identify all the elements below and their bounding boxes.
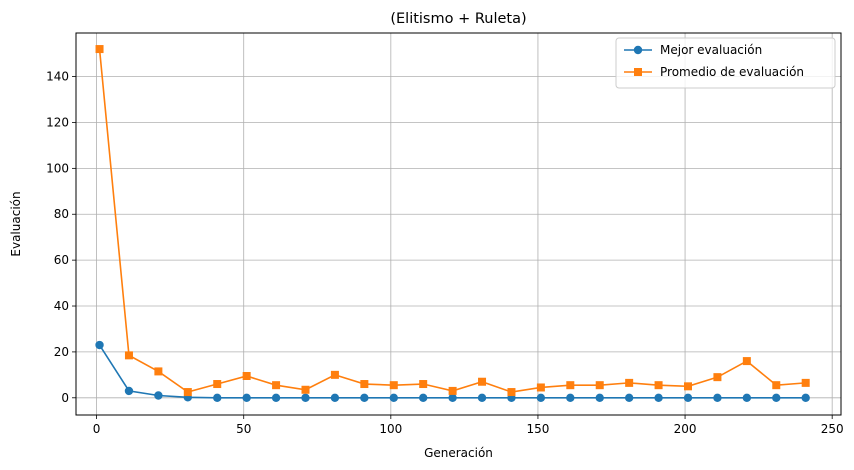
data-point [713,393,722,402]
legend-swatch-marker [633,45,643,55]
data-point [418,393,428,402]
data-point [683,393,693,402]
x-tick-label: 150 [526,422,549,436]
series-layer [95,45,810,402]
y-tick-label: 60 [54,253,69,267]
x-tick-label: 50 [236,422,251,436]
data-point [360,393,369,402]
y-tick-label: 100 [46,161,69,175]
data-point [507,388,516,397]
data-point [448,393,457,402]
data-point [801,378,810,387]
chart-title: (Elitismo + Ruleta) [390,11,526,27]
data-point [595,393,604,402]
data-point [242,371,251,380]
data-point [124,386,134,396]
data-point [772,393,781,402]
data-point [625,378,634,387]
legend-item: Promedio de evaluación [624,65,804,79]
y-tick-label: 80 [54,207,69,221]
data-point [742,357,751,366]
data-point [478,377,487,386]
plot-frame [75,32,842,416]
data-point [95,45,104,54]
data-point [124,351,133,360]
data-point [566,381,575,390]
y-axis-label: Evaluación [9,191,23,256]
legend-item: Mejor evaluación [624,43,762,57]
data-point [654,393,663,402]
data-point [213,393,222,402]
data-point [330,393,340,402]
data-point [389,393,398,402]
data-point [301,393,310,402]
y-tick-label: 0 [61,391,69,405]
y-tick-label: 140 [46,70,69,84]
data-point [684,382,692,391]
y-tick-label: 20 [54,345,69,359]
data-point [536,393,546,402]
data-point [448,386,457,395]
data-point [742,393,752,402]
data-point [713,373,722,382]
x-tick-label: 100 [379,422,402,436]
data-point [801,393,810,402]
data-point [477,393,487,402]
plot-area [76,33,841,415]
data-point [360,380,369,389]
series-1 [95,45,810,397]
data-point [271,393,281,402]
data-point [213,380,222,389]
data-point [154,367,163,376]
data-point [330,370,339,379]
legend-label: Promedio de evaluación [660,65,804,79]
x-tick-label: 0 [93,422,101,436]
data-point [242,393,251,402]
data-point [95,340,104,350]
x-tick-label: 200 [674,422,697,436]
legend-label: Mejor evaluación [660,43,762,57]
legend: Mejor evaluación Promedio de evaluación [615,37,836,89]
data-point [772,381,781,390]
data-point [419,380,428,389]
legend-box [615,37,836,89]
data-point [624,393,634,402]
ticks: 0 50 100 150 200 250 0 20 40 60 80 100 120 140 [46,70,844,436]
y-tick-label: 40 [54,299,69,313]
data-point [389,381,398,390]
legend-swatch-marker [634,68,642,76]
data-point [183,388,192,397]
y-tick-label: 120 [46,115,69,129]
data-point [154,391,163,400]
x-axis-label: Generación [424,446,493,460]
data-point [272,381,281,390]
data-point [654,381,663,390]
data-point [536,383,545,392]
data-point [301,385,310,394]
data-point [566,393,575,402]
x-tick-label: 250 [821,422,844,436]
data-point [595,381,604,390]
